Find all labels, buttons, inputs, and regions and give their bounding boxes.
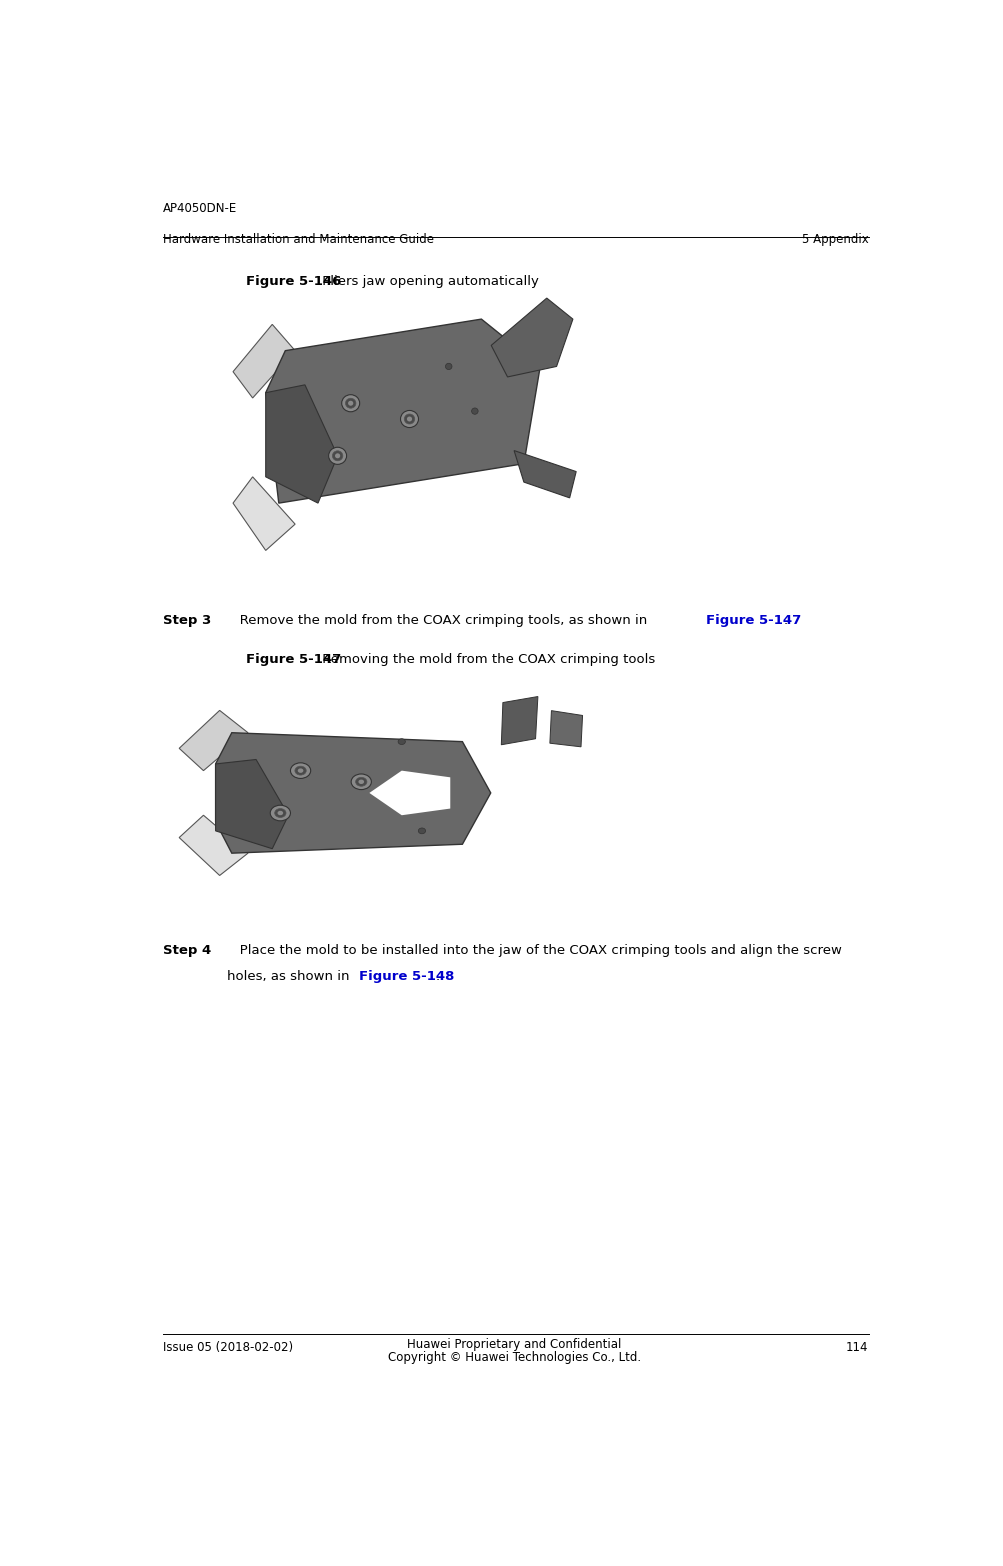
Polygon shape <box>216 760 288 849</box>
Ellipse shape <box>270 805 290 821</box>
Text: Issue 05 (2018-02-02): Issue 05 (2018-02-02) <box>162 1342 293 1355</box>
Text: Hardware Installation and Maintenance Guide: Hardware Installation and Maintenance Gu… <box>162 233 433 246</box>
Ellipse shape <box>275 808 286 817</box>
Polygon shape <box>490 298 573 377</box>
Text: 114: 114 <box>846 1342 868 1355</box>
Text: Figure 5-147: Figure 5-147 <box>705 614 800 626</box>
Ellipse shape <box>290 763 310 778</box>
Text: Copyright © Huawei Technologies Co., Ltd.: Copyright © Huawei Technologies Co., Ltd… <box>387 1351 641 1364</box>
Text: Remove the mold from the COAX crimping tools, as shown in: Remove the mold from the COAX crimping t… <box>227 614 651 626</box>
Polygon shape <box>179 711 248 770</box>
Polygon shape <box>266 319 540 503</box>
Text: .: . <box>783 614 787 626</box>
Bar <box>200 670 604 893</box>
Polygon shape <box>216 733 490 853</box>
Polygon shape <box>500 697 538 745</box>
Ellipse shape <box>355 777 366 786</box>
Ellipse shape <box>277 811 283 816</box>
Text: Removing the mold from the COAX crimping tools: Removing the mold from the COAX crimping… <box>317 653 654 667</box>
Ellipse shape <box>295 766 306 775</box>
Ellipse shape <box>358 780 364 785</box>
Text: Figure 5-148: Figure 5-148 <box>359 971 453 983</box>
Text: .: . <box>434 971 439 983</box>
Ellipse shape <box>332 451 342 460</box>
Text: Step 3: Step 3 <box>162 614 211 626</box>
Ellipse shape <box>400 410 418 428</box>
Ellipse shape <box>404 413 414 424</box>
Polygon shape <box>233 476 295 550</box>
Ellipse shape <box>335 453 340 459</box>
Ellipse shape <box>418 828 425 833</box>
Ellipse shape <box>345 398 355 409</box>
Polygon shape <box>233 324 295 398</box>
Polygon shape <box>550 711 582 747</box>
Text: Pliers jaw opening automatically: Pliers jaw opening automatically <box>318 276 539 288</box>
Text: holes, as shown in: holes, as shown in <box>227 971 353 983</box>
Polygon shape <box>266 385 337 503</box>
Ellipse shape <box>406 417 411 421</box>
Text: AP4050DN-E: AP4050DN-E <box>162 202 237 215</box>
Text: Step 4: Step 4 <box>162 944 211 957</box>
Polygon shape <box>179 816 248 875</box>
Text: Figure 5-147: Figure 5-147 <box>246 653 341 667</box>
Ellipse shape <box>397 739 405 744</box>
Polygon shape <box>514 451 576 498</box>
Ellipse shape <box>445 363 451 370</box>
Bar <box>246 293 573 556</box>
Ellipse shape <box>351 774 371 789</box>
Text: Figure 5-146: Figure 5-146 <box>246 276 341 288</box>
Text: 5 Appendix: 5 Appendix <box>801 233 868 246</box>
Ellipse shape <box>471 409 477 415</box>
Ellipse shape <box>298 769 303 774</box>
Ellipse shape <box>341 395 359 412</box>
Polygon shape <box>369 770 449 816</box>
Ellipse shape <box>348 401 353 406</box>
Text: Place the mold to be installed into the jaw of the COAX crimping tools and align: Place the mold to be installed into the … <box>227 944 841 957</box>
Ellipse shape <box>328 448 346 465</box>
Text: Huawei Proprietary and Confidential: Huawei Proprietary and Confidential <box>407 1337 621 1350</box>
